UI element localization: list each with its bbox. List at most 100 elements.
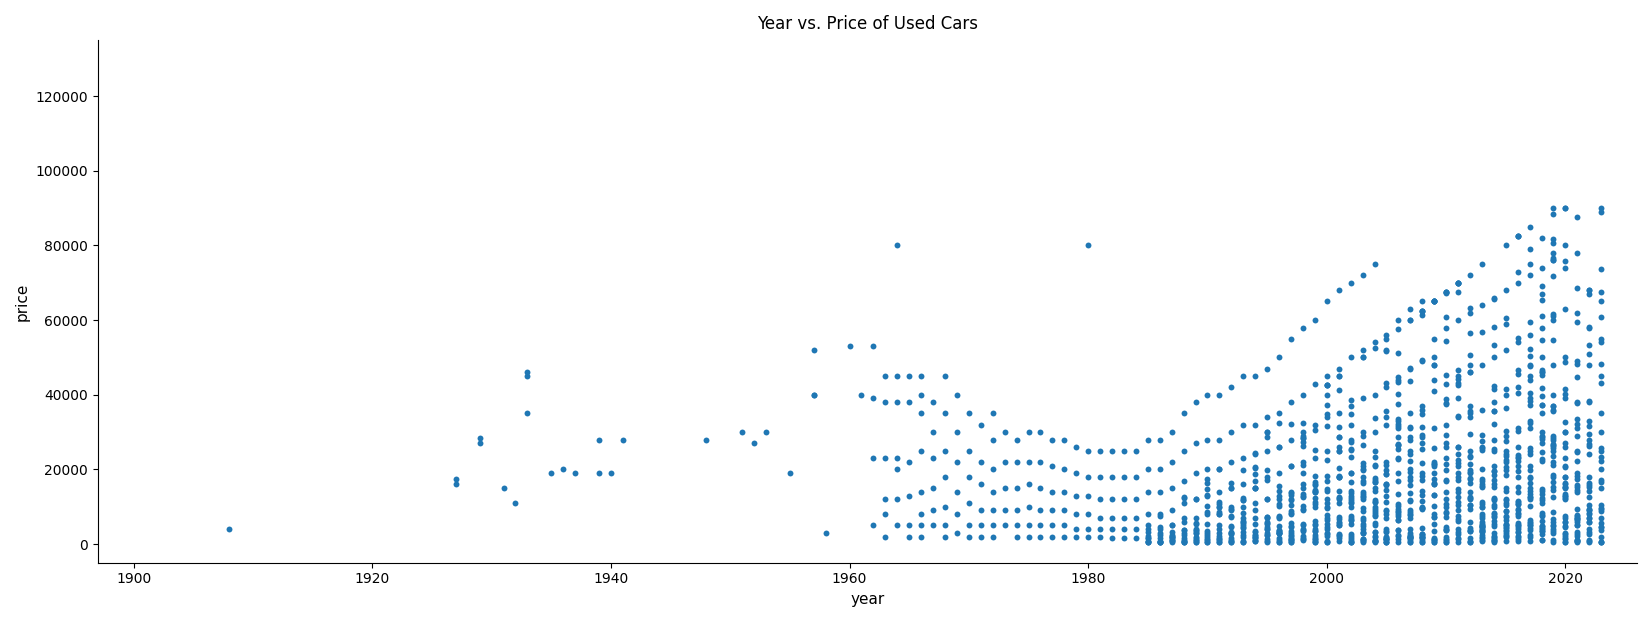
Point <box>1170 534 1196 544</box>
Point <box>1517 394 1543 404</box>
Point <box>1277 509 1303 519</box>
Point <box>1446 475 1472 485</box>
Point <box>813 528 839 538</box>
Point <box>1480 397 1507 407</box>
Point <box>1505 231 1531 241</box>
Point <box>1528 526 1555 536</box>
Point <box>1457 523 1483 533</box>
Point <box>1564 516 1591 526</box>
Point <box>1528 427 1555 437</box>
Point <box>1183 526 1209 536</box>
Point <box>1517 501 1543 511</box>
Point <box>1206 537 1232 547</box>
Point <box>1373 526 1399 536</box>
Point <box>1564 511 1591 521</box>
Point <box>443 480 469 490</box>
Point <box>1553 203 1579 213</box>
Point <box>1517 317 1543 327</box>
Point <box>1553 241 1579 251</box>
Point <box>1350 461 1376 471</box>
Point <box>1206 509 1232 519</box>
Point <box>1265 536 1292 545</box>
Point <box>1505 267 1531 277</box>
Point <box>1432 524 1459 534</box>
Point <box>1398 304 1424 314</box>
Point <box>1492 241 1518 251</box>
Point <box>1350 465 1376 475</box>
Point <box>1421 537 1447 547</box>
Point <box>1553 394 1579 404</box>
Point <box>1302 526 1328 536</box>
Point <box>1421 526 1447 536</box>
Point <box>1505 518 1531 528</box>
Point <box>909 487 935 497</box>
Point <box>1432 399 1459 409</box>
Point <box>1540 390 1566 400</box>
Point <box>1290 460 1317 470</box>
Point <box>1480 340 1507 350</box>
Point <box>1254 518 1280 528</box>
Point <box>1265 499 1292 509</box>
Point <box>1505 278 1531 288</box>
Point <box>1398 446 1424 456</box>
Point <box>1254 536 1280 545</box>
Point <box>1158 427 1184 437</box>
Point <box>1302 516 1328 526</box>
Point <box>1338 515 1365 525</box>
Point <box>1540 440 1566 450</box>
Point <box>1576 285 1602 295</box>
Point <box>1183 537 1209 547</box>
Point <box>1194 537 1221 547</box>
Point <box>1384 419 1411 429</box>
Point <box>1350 534 1376 544</box>
Point <box>1194 531 1221 541</box>
Point <box>1505 531 1531 541</box>
Point <box>932 521 958 531</box>
Point <box>1505 504 1531 514</box>
Point <box>1373 460 1399 470</box>
Point <box>1446 524 1472 534</box>
Point <box>1576 360 1602 370</box>
Point <box>1290 492 1317 502</box>
Point <box>1373 468 1399 478</box>
Point <box>1135 531 1161 541</box>
Point <box>1564 514 1591 524</box>
Point <box>1528 511 1555 521</box>
Point <box>1409 432 1436 442</box>
Point <box>1218 427 1244 437</box>
Point <box>562 468 588 478</box>
Point <box>1158 535 1184 545</box>
Point <box>1553 522 1579 532</box>
Point <box>1576 536 1602 546</box>
Point <box>1373 480 1399 490</box>
Point <box>1576 537 1602 547</box>
Point <box>1540 315 1566 325</box>
Point <box>1457 526 1483 536</box>
Point <box>1231 516 1257 526</box>
Point <box>1409 405 1436 415</box>
Point <box>1338 536 1365 545</box>
Point <box>1588 452 1614 462</box>
Point <box>1325 463 1351 473</box>
Point <box>1350 472 1376 482</box>
Point <box>1135 534 1161 544</box>
Point <box>1446 442 1472 452</box>
Point <box>1338 496 1365 506</box>
Point <box>1277 537 1303 547</box>
Point <box>1170 498 1196 508</box>
Point <box>1540 521 1566 531</box>
Point <box>1146 522 1173 532</box>
Point <box>1075 241 1102 251</box>
Point <box>932 446 958 456</box>
Point <box>1398 534 1424 544</box>
Point <box>1469 502 1495 512</box>
Point <box>1469 481 1495 491</box>
Point <box>1421 479 1447 489</box>
Point <box>1505 508 1531 518</box>
Point <box>1170 537 1196 547</box>
Point <box>1277 537 1303 547</box>
Point <box>1290 433 1317 443</box>
Point <box>1254 524 1280 534</box>
Point <box>1540 433 1566 443</box>
Point <box>1194 465 1221 475</box>
